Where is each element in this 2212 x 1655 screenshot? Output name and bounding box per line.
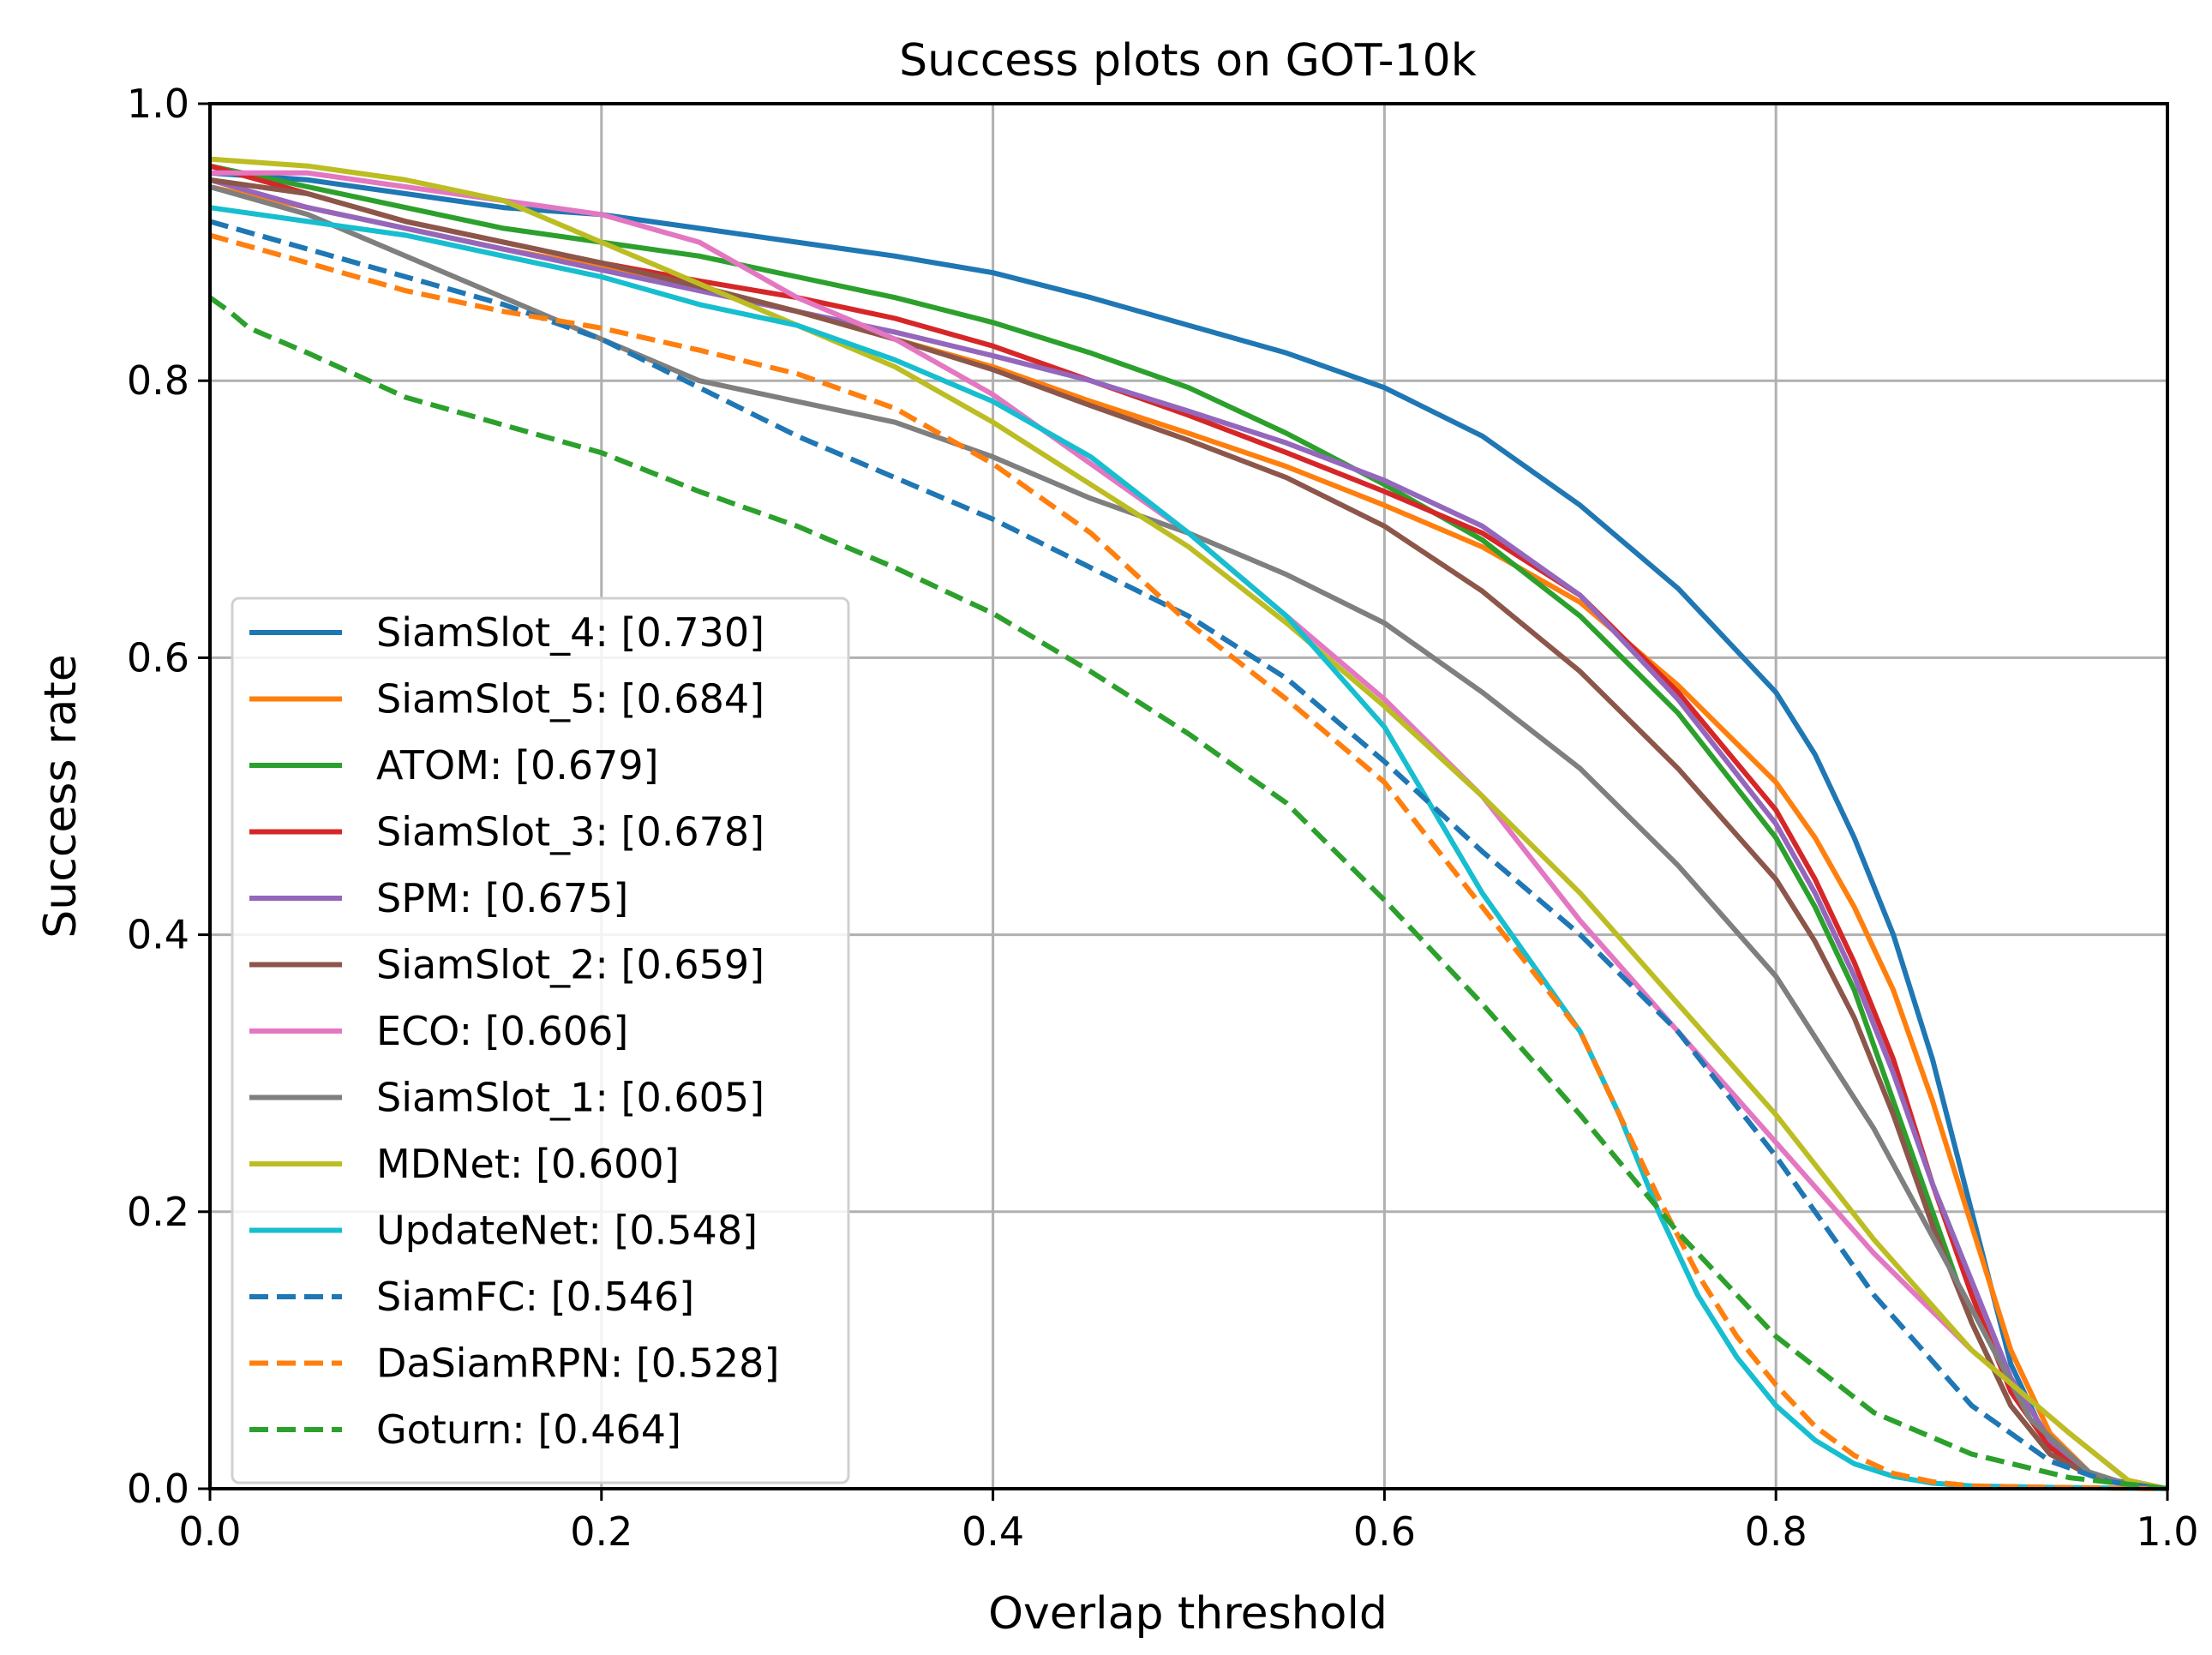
legend-entry-label: SiamSlot_1: [0.605] — [376, 1075, 764, 1121]
legend-entry-label: ATOM: [0.679] — [376, 742, 659, 789]
series-line-10 — [209, 219, 2168, 1491]
plot-series — [208, 156, 2168, 1491]
legend-entry-label: SiamFC: [0.546] — [376, 1274, 694, 1320]
series-line-12 — [208, 295, 2168, 1491]
x-tick-label: 1.0 — [2136, 1508, 2198, 1555]
legend-entry-label: SiamSlot_4: [0.730] — [376, 609, 764, 656]
legend-entry-label: SiamSlot_2: [0.659] — [376, 942, 764, 988]
y-axis-label: Success rate — [35, 654, 87, 938]
series-line-11 — [209, 232, 2168, 1491]
y-tick-label: 0.4 — [127, 912, 189, 958]
x-tick-label: 0.0 — [178, 1508, 241, 1555]
chart-title: Success plots on GOT-10k — [899, 35, 1477, 87]
series-line-1 — [209, 184, 2168, 1491]
x-tick-label: 0.8 — [1745, 1508, 1807, 1555]
x-tick-label: 0.2 — [570, 1508, 632, 1555]
legend-entry-label: SPM: [0.675] — [376, 875, 628, 921]
series-line-8 — [209, 156, 2168, 1491]
y-tick-label: 0.6 — [127, 634, 189, 681]
legend-entry-label: ECO: [0.606] — [376, 1008, 628, 1054]
x-tick-label: 0.6 — [1353, 1508, 1416, 1555]
plot-area-frame — [208, 102, 2169, 1490]
legend-box — [231, 597, 850, 1484]
legend-entry-label: MDNet: [0.600] — [376, 1141, 680, 1187]
y-tick-label: 0.2 — [127, 1189, 189, 1235]
y-tick-label: 1.0 — [127, 81, 189, 127]
legend-entry-label: SiamSlot_5: [0.684] — [376, 676, 764, 723]
legend: SiamSlot_4: [0.730] SiamSlot_5: [0.684] AT… — [231, 597, 850, 1484]
series-line-4 — [209, 177, 2168, 1491]
axis-ticks: 0.0 0.2 0.4 0.6 0.8 1.0 0.0 0.2 0.4 0.6 0.8 1.0 — [127, 81, 2199, 1555]
x-axis-label: Overlap threshold — [988, 1588, 1388, 1640]
legend-entry-label: SiamSlot_3: [0.678] — [376, 809, 764, 855]
legend-entry-label: UpdateNet: [0.548] — [376, 1208, 758, 1254]
y-tick-label: 0.0 — [127, 1466, 189, 1512]
y-tick-label: 0.8 — [127, 357, 189, 404]
legend-entry-label: Goturn: [0.464] — [376, 1406, 681, 1453]
series-line-5 — [209, 177, 2168, 1491]
legend-entry-label: DaSiamRPN: [0.528] — [376, 1340, 779, 1387]
series-line-9 — [209, 205, 2168, 1491]
x-tick-label: 0.4 — [962, 1508, 1024, 1555]
